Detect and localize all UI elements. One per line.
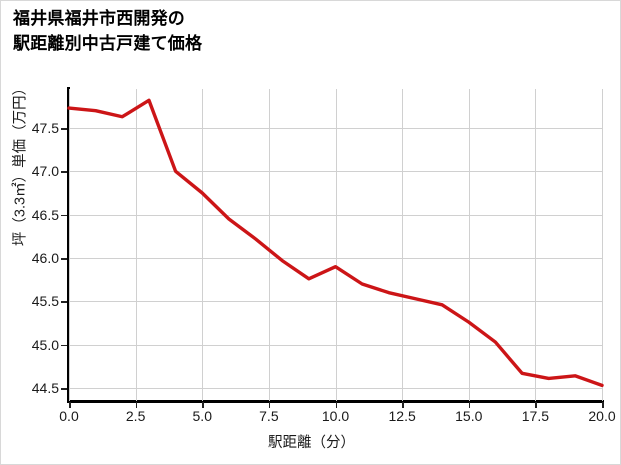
- y-tick-mark: [61, 128, 67, 130]
- x-tick-label: 20.0: [588, 408, 616, 424]
- y-tick-mark: [61, 214, 67, 217]
- gridline-vertical: [602, 89, 603, 401]
- line-series: [67, 98, 604, 388]
- x-tick-mark: [335, 402, 338, 408]
- x-tick-label: 7.5: [259, 408, 279, 424]
- y-tick-label: 46.0: [31, 250, 59, 266]
- x-tick-label: 17.5: [521, 408, 549, 424]
- x-tick-label: 15.0: [455, 408, 483, 424]
- x-tick-mark: [202, 402, 204, 408]
- gridline-vertical: [335, 89, 337, 401]
- x-tick-mark: [268, 402, 271, 408]
- x-tick-label: 0.0: [59, 408, 79, 424]
- plot-area: [67, 89, 604, 401]
- y-tick-label: 47.0: [31, 163, 59, 180]
- y-axis-spine: [67, 87, 70, 403]
- y-tick-label: 45.0: [31, 336, 59, 353]
- x-tick-mark: [402, 402, 404, 408]
- x-tick-mark: [135, 402, 138, 408]
- x-tick-mark: [468, 402, 471, 408]
- x-axis-title: 駅距離（分）: [268, 435, 355, 451]
- gridline-vertical: [268, 89, 270, 401]
- y-tick-mark: [61, 388, 67, 390]
- gridline-vertical: [402, 89, 404, 401]
- x-tick-mark: [602, 402, 604, 408]
- x-axis-spine: [67, 400, 604, 403]
- x-tick-mark: [69, 402, 71, 408]
- gridline-vertical: [202, 89, 204, 401]
- x-tick-mark: [535, 402, 537, 408]
- x-tick-label: 12.5: [388, 408, 416, 424]
- y-tick-mark: [61, 258, 67, 260]
- y-tick-label: 47.5: [31, 120, 59, 136]
- gridline-vertical: [468, 89, 470, 401]
- y-tick-label: 45.5: [31, 293, 59, 310]
- y-tick-mark: [61, 301, 67, 303]
- gridline-vertical: [69, 89, 70, 401]
- chart-title: 福井県福井市西開発の 駅距離別中古戸建て価格: [13, 9, 203, 53]
- y-tick-label: 46.5: [31, 206, 59, 223]
- x-tick-label: 5.0: [192, 408, 212, 424]
- y-tick-label: 44.5: [31, 380, 59, 396]
- price-line: [67, 98, 604, 388]
- x-tick-label: 2.5: [125, 408, 146, 424]
- gridline-vertical: [135, 89, 137, 401]
- y-axis-title: 坪（3.3㎡）単価（万円）: [12, 80, 29, 247]
- gridline-vertical: [535, 89, 537, 401]
- x-tick-label: 10.0: [321, 408, 350, 424]
- y-tick-mark: [61, 344, 67, 347]
- y-tick-mark: [61, 171, 67, 173]
